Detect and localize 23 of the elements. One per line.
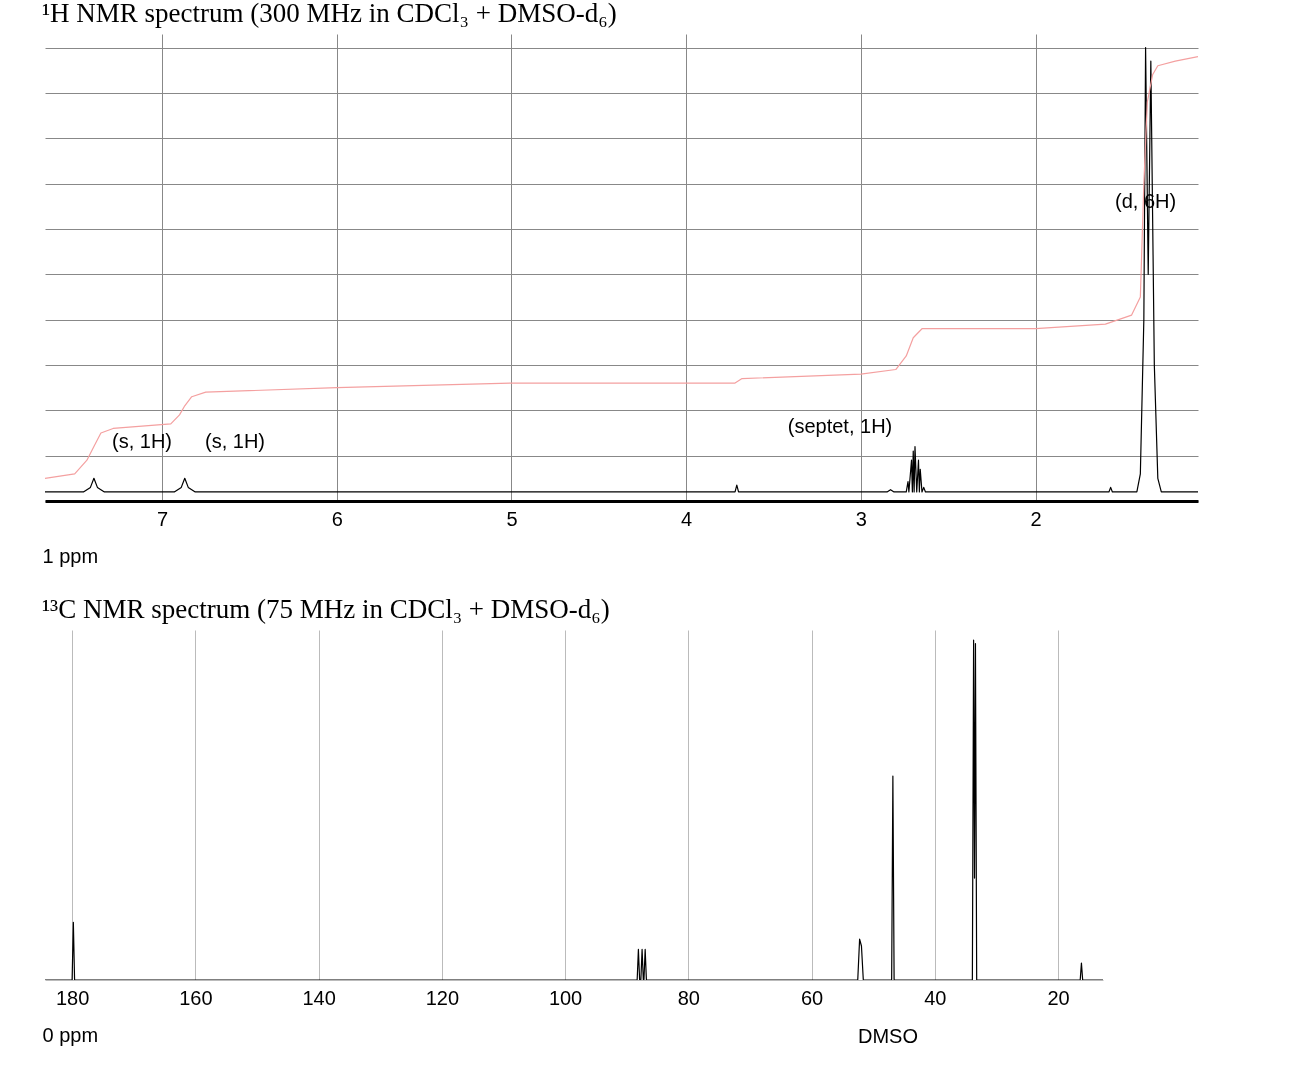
x-tick-label: 5: [506, 507, 518, 530]
annotation: (s, 1H): [205, 430, 265, 452]
x-tick-label: 6: [331, 507, 343, 530]
x-axis-title: 1 ppm: [42, 544, 99, 567]
text: DMSO: [858, 1025, 918, 1047]
chart-title: ¹H NMR spectrum (300 MHz in CDCl₃ + DMSO-d₆): [42, 0, 617, 28]
x-tick-label: 2: [1030, 507, 1042, 530]
x-tick-label: 160: [179, 986, 213, 1009]
x-tick-label: 20: [1047, 986, 1070, 1009]
x-tick-label: 7: [156, 507, 169, 530]
x-axis-title: 0 ppm: [42, 1023, 99, 1046]
x-tick-label: 180: [55, 986, 90, 1009]
x-tick-label: 80: [677, 986, 700, 1009]
x-tick-label: 140: [302, 986, 336, 1009]
x-tick-label: 100: [548, 986, 583, 1009]
x-tick-label: 4: [681, 507, 693, 530]
x-tick-label: 3: [855, 507, 867, 530]
chart-title: ¹³C NMR spectrum (75 MHz in CDCl₃ + DMSO-d₆): [42, 594, 610, 624]
x-tick-label: 120: [425, 986, 460, 1009]
annotation: (septet, 1H): [787, 415, 893, 437]
x-tick-label: 40: [924, 986, 947, 1009]
x-tick-label: 60: [800, 986, 824, 1009]
annotation: (s, 1H): [112, 430, 172, 452]
